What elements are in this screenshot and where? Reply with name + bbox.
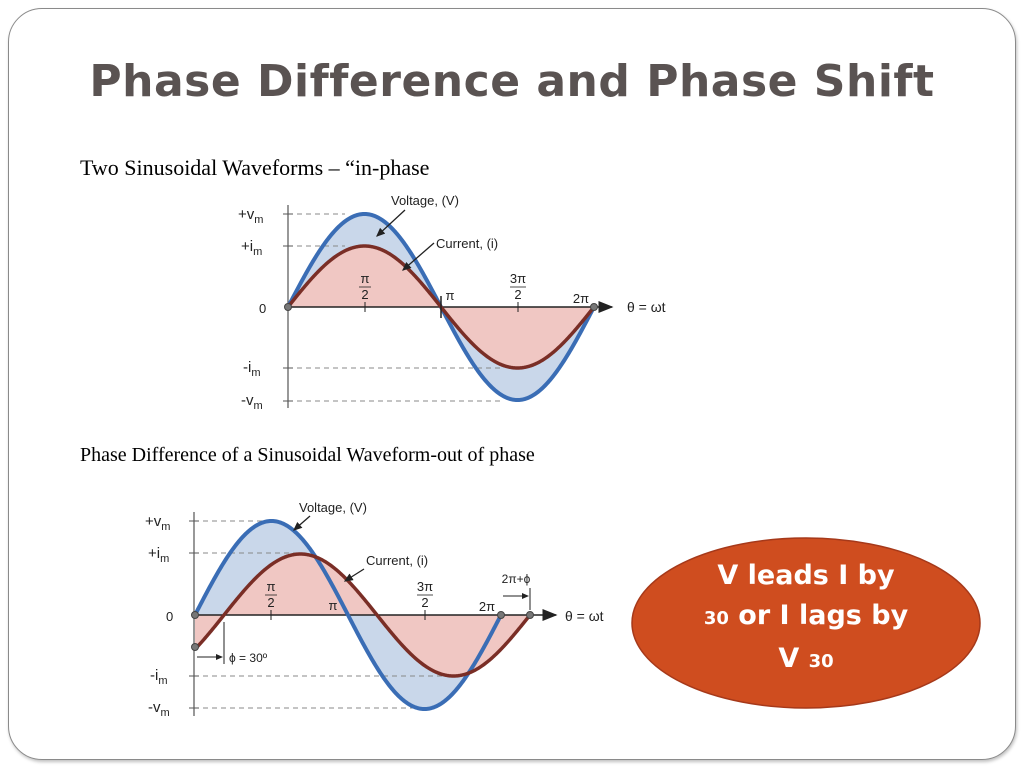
label-voltage: Voltage, (V) [391, 193, 459, 208]
current-pointer [343, 568, 365, 582]
label-theta: θ = ωt [627, 299, 666, 315]
in-phase-diagram: +vm +im 0 -im -vm π 2 π 3π 2 2π θ = ωt V… [238, 193, 666, 412]
callout-line-3-number: 30 [808, 651, 834, 672]
voltage-curve [193, 519, 503, 711]
label-voltage: Voltage, (V) [299, 500, 367, 515]
label-plus-vm: +vm [145, 513, 170, 533]
callout-line-3-text: V [778, 643, 809, 674]
voltage-end-dot [497, 611, 505, 619]
label-2pi: 2π [479, 599, 495, 614]
label-3pi-2-den: 2 [514, 287, 521, 302]
callout-text: V leads I by 30 or I lags by V 30 [632, 556, 980, 682]
label-pi-2-num: π [267, 579, 276, 594]
origin-dot [284, 303, 292, 311]
callout-line-2-number: 30 [703, 608, 729, 629]
label-plus-im: +im [241, 238, 262, 258]
in-phase-heading: Two Sinusoidal Waveforms – “in-phase [80, 155, 430, 180]
label-theta: θ = ωt [565, 608, 604, 624]
label-current: Current, (i) [436, 236, 498, 251]
label-2pi: 2π [573, 291, 589, 306]
callout-line-1: V leads I by [717, 560, 895, 591]
label-3pi-2-den: 2 [421, 595, 428, 610]
label-current: Current, (i) [366, 553, 428, 568]
origin-dot [191, 611, 199, 619]
current-curve [193, 552, 532, 678]
callout-line-2: 30 or I lags by [632, 596, 980, 639]
label-plus-vm: +vm [238, 206, 263, 226]
voltage-pointer [376, 209, 406, 237]
slide-title: Phase Difference and Phase Shift [89, 56, 935, 107]
label-zero: 0 [166, 609, 173, 624]
label-pi-2-den: 2 [361, 287, 368, 302]
label-pi-2-num: π [361, 271, 370, 286]
label-minus-im: -im [150, 667, 168, 687]
callout-line-2-text: or I lags by [728, 600, 909, 631]
label-3pi-2-num: 3π [417, 579, 433, 594]
label-pi: π [329, 598, 338, 613]
label-zero: 0 [259, 301, 266, 316]
label-phi: ϕ = 30º [229, 651, 268, 665]
out-of-phase-heading: Phase Difference of a Sinusoidal Wavefor… [80, 444, 535, 466]
current-pointer [402, 242, 435, 271]
out-of-phase-diagram: ϕ = 30º 2π+ϕ +vm +im 0 -im -vm π 2 π 3π … [145, 500, 604, 719]
label-pi-2-den: 2 [267, 595, 274, 610]
end-dot [590, 303, 598, 311]
label-pi: π [446, 288, 455, 303]
voltage-pointer [293, 515, 311, 531]
current-end-dot [526, 611, 534, 619]
callout-ellipse [631, 537, 981, 709]
callout-line-3: V 30 [632, 639, 980, 682]
label-3pi-2-num: 3π [510, 271, 526, 286]
current-start-dot [191, 643, 199, 651]
label-two-pi-phi: 2π+ϕ [502, 572, 531, 586]
label-minus-vm: -vm [241, 392, 263, 412]
label-minus-im: -im [243, 359, 261, 379]
label-minus-vm: -vm [148, 699, 170, 719]
label-plus-im: +im [148, 545, 169, 565]
